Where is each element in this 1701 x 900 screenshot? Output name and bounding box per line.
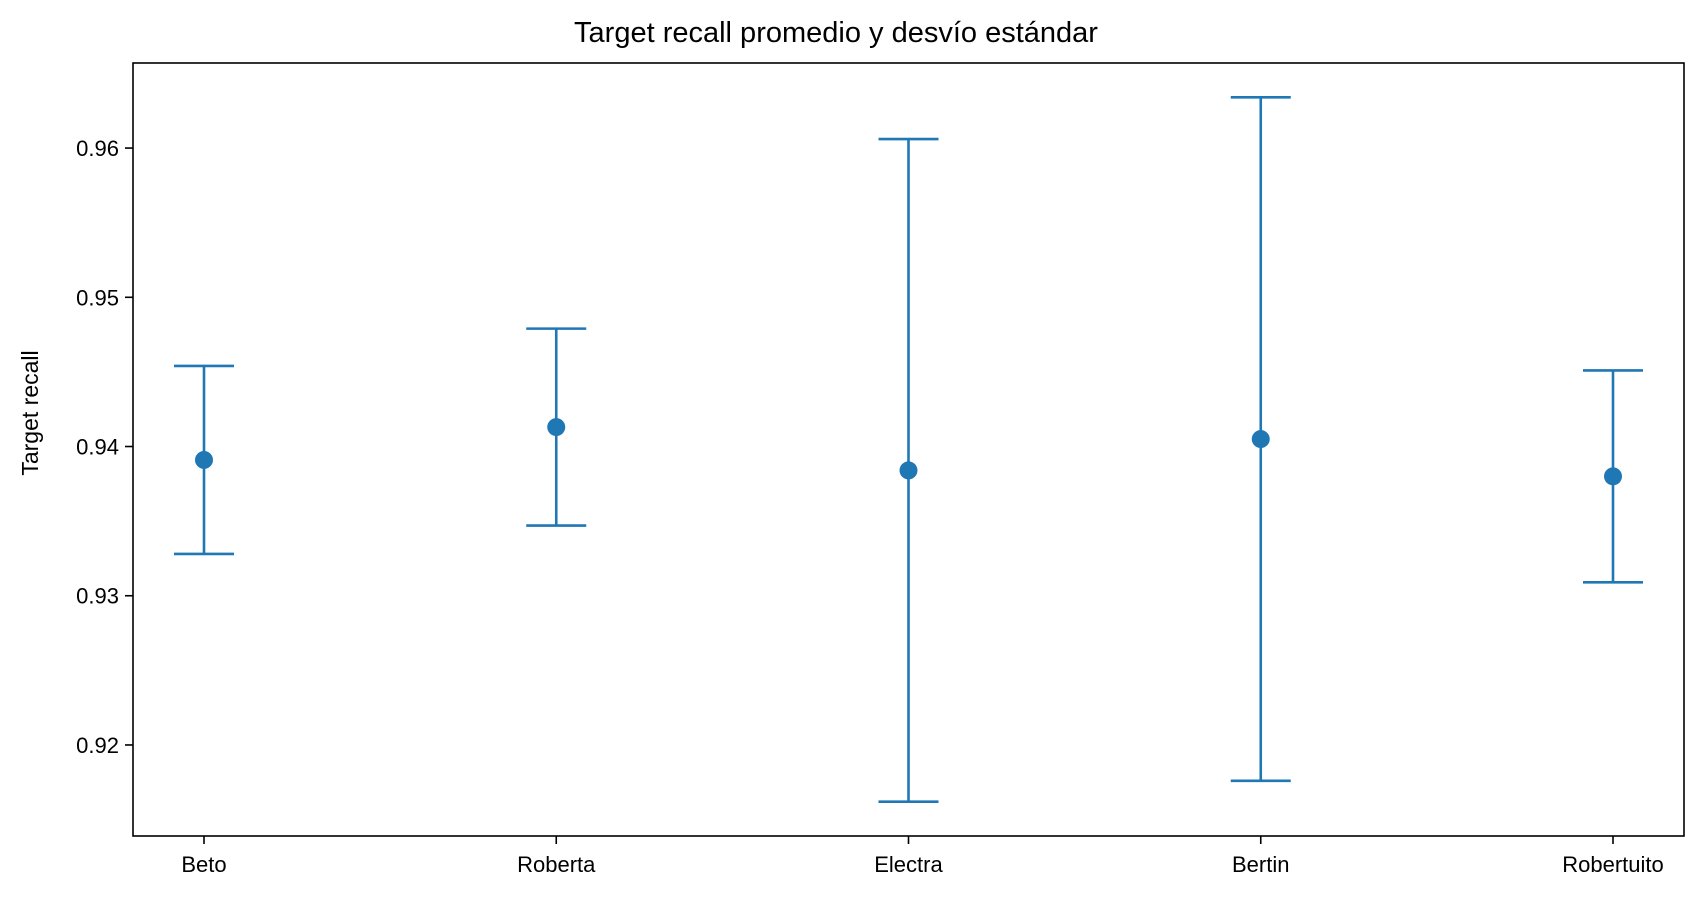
mean-point	[195, 450, 213, 469]
x-tick-label: Roberta	[517, 852, 596, 877]
x-tick-label: Robertuito	[1562, 852, 1664, 877]
mean-point	[547, 418, 566, 437]
plot-frame	[132, 62, 1685, 837]
y-tick-label: 0.94	[76, 435, 119, 460]
y-tick-label: 0.92	[76, 733, 119, 758]
y-tick-label: 0.95	[76, 285, 119, 310]
mean-point	[899, 461, 918, 480]
x-tick-label: Bertin	[1232, 852, 1289, 877]
x-tick-label: Beto	[181, 852, 226, 877]
y-tick-label: 0.93	[76, 584, 119, 609]
mean-point	[1604, 467, 1622, 486]
mean-point	[1251, 430, 1270, 449]
chart-title: Target recall promedio y desvío estándar	[574, 17, 1098, 49]
y-tick-label: 0.96	[76, 136, 119, 161]
x-tick-label: Electra	[874, 852, 943, 877]
plot-area: 0.92 0.93 0.94 0.95 0.96 Beto Roberta Electra Be…	[76, 96, 1664, 877]
y-axis-label: Target recall	[17, 350, 43, 475]
